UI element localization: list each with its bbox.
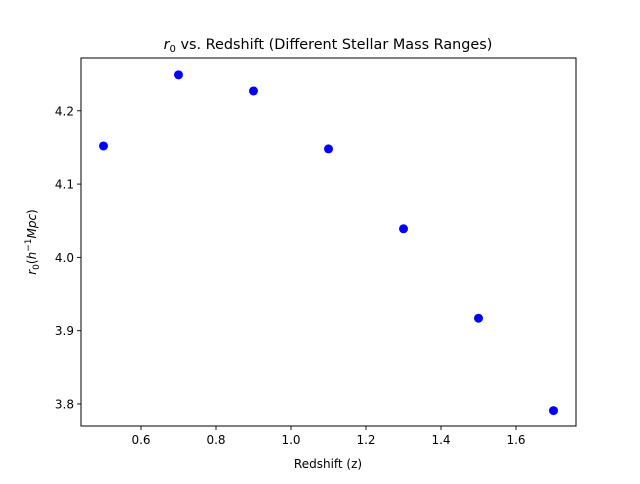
x-tick-label: 1.0	[281, 433, 300, 447]
x-axis-label: Redshift (z)	[294, 457, 362, 471]
plot-area: 0.6 0.8 1.0 1.2 1.4 1.6 3.8 3.9 4.0 4.1 4.2	[55, 57, 577, 447]
y-tick-label: 4.1	[55, 178, 74, 192]
x-tick-label: 0.8	[206, 433, 225, 447]
data-point	[549, 406, 558, 416]
data-point	[99, 141, 108, 151]
y-tick-label: 4.0	[55, 251, 74, 265]
data-point	[474, 313, 483, 323]
axes-frame	[80, 57, 577, 427]
x-tick-label: 1.2	[356, 433, 375, 447]
y-tick-label: 3.8	[55, 398, 74, 412]
x-tick-label: 0.6	[131, 433, 150, 447]
data-point	[399, 224, 408, 234]
data-point	[324, 144, 333, 154]
x-tick-label: 1.4	[431, 433, 450, 447]
x-tick-label: 1.6	[506, 433, 525, 447]
data-point	[249, 86, 258, 96]
y-axis-label: r0(h−1Mpc)	[24, 209, 42, 275]
y-tick-label: 4.2	[55, 104, 74, 118]
data-point	[174, 70, 183, 80]
y-tick-label: 3.9	[55, 324, 74, 338]
chart-title: r0 vs. Redshift (Different Stellar Mass …	[164, 37, 493, 55]
